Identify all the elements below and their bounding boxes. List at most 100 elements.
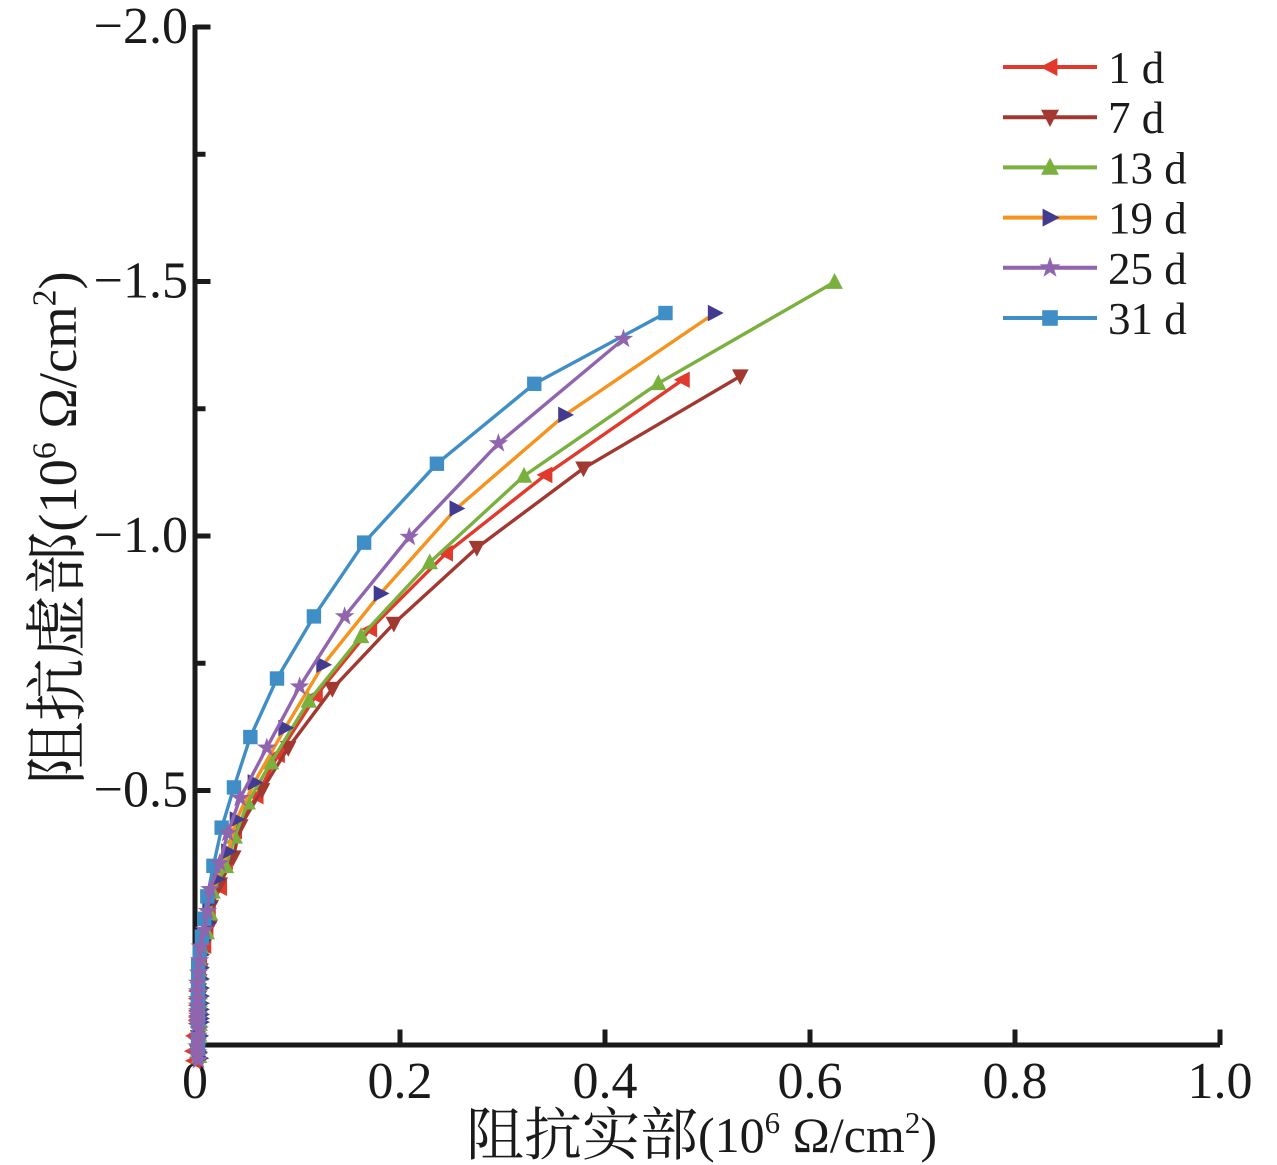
- series-line: [195, 337, 625, 1061]
- axis-label-text: 2: [905, 1105, 921, 1140]
- marker-star: [187, 981, 208, 1000]
- marker-star: [289, 676, 310, 695]
- marker-star: [188, 1025, 208, 1045]
- marker-star: [399, 526, 419, 546]
- marker-triangle-right: [278, 719, 295, 737]
- x-tick-labels: 0 0.2 0.4 0.6 0.8 1.0: [182, 1053, 1253, 1110]
- marker-triangle-up: [262, 753, 280, 770]
- marker-star: [187, 1001, 208, 1020]
- x-tick-label: 0.2: [368, 1053, 433, 1110]
- x-tick-label: 0.6: [778, 1053, 843, 1110]
- legend-label: 1 d: [1108, 43, 1164, 93]
- marker-star: [189, 1019, 209, 1038]
- marker-triangle-left: [1040, 58, 1058, 76]
- marker-star: [190, 950, 210, 969]
- cjk-glyph: [26, 660, 84, 720]
- marker-square: [658, 305, 673, 321]
- y-axis-title: (106 Ω/cm2): [25, 271, 88, 780]
- cjk-glyph: [25, 533, 84, 592]
- marker-star: [1039, 256, 1061, 277]
- series-13d: [189, 273, 843, 1064]
- marker-star: [194, 919, 215, 939]
- marker-square: [226, 780, 242, 795]
- y-tick-label: −1.5: [94, 253, 188, 310]
- marker-star: [488, 433, 509, 452]
- x-tick-label: 1.0: [1188, 1053, 1253, 1110]
- marker-star: [188, 962, 209, 981]
- marker-triangle-right: [373, 585, 390, 602]
- marker-star: [210, 853, 230, 872]
- marker-star: [197, 900, 218, 920]
- axis-label-text: Ω/cm: [780, 1107, 905, 1163]
- x-tick-label: 0.8: [983, 1053, 1048, 1110]
- axis-label-text: (10: [27, 459, 88, 532]
- marker-star: [190, 936, 211, 955]
- axes: [192, 24, 1223, 1048]
- cjk-glyph: [471, 1107, 523, 1160]
- marker-triangle-down: [468, 540, 486, 557]
- marker-star: [257, 737, 277, 756]
- marker-triangle-up: [515, 466, 533, 483]
- axis-label-text: 6: [765, 1105, 781, 1140]
- legend-item-1d: 1 d: [1003, 43, 1164, 93]
- marker-triangle-up: [421, 553, 439, 570]
- marker-triangle-up: [650, 374, 667, 391]
- marker-square: [269, 671, 285, 686]
- marker-triangle-down: [324, 681, 341, 698]
- marker-star: [187, 1036, 207, 1055]
- marker-triangle-left: [536, 466, 553, 484]
- y-tick-label: −1.0: [94, 507, 188, 564]
- marker-triangle-right: [1042, 208, 1060, 227]
- marker-triangle-right: [558, 406, 575, 424]
- marker-triangle-up: [826, 273, 843, 289]
- legend-label: 7 d: [1108, 93, 1164, 143]
- marker-square: [306, 609, 322, 624]
- axis-label-text: Ω/cm: [27, 306, 88, 442]
- marker-star: [613, 328, 634, 348]
- marker-triangle-left: [437, 545, 453, 562]
- series-line: [195, 374, 742, 1058]
- cjk-glyph: [26, 597, 84, 656]
- legend-label: 25 d: [1108, 244, 1187, 294]
- axis-label-text: 6: [26, 442, 63, 459]
- marker-triangle-down: [1041, 109, 1059, 127]
- x-axis-title: (10 6 Ω/cm 2): [471, 1105, 937, 1163]
- marker-star: [218, 823, 238, 842]
- y-tick-labels: −0.5 −1.0 −1.5 −2.0: [94, 0, 188, 819]
- marker-triangle-right: [449, 500, 466, 517]
- series-31d: [190, 305, 673, 1056]
- marker-star: [230, 787, 250, 807]
- marker-square: [243, 729, 258, 745]
- axis-label-text: ): [27, 271, 88, 289]
- series-line: [196, 311, 667, 1049]
- axis-label-text: 2: [26, 289, 63, 306]
- cjk-glyph: [584, 1106, 638, 1160]
- marker-triangle-right: [316, 656, 333, 674]
- marker-star: [334, 606, 355, 625]
- marker-star: [187, 989, 208, 1008]
- marker-square: [429, 456, 445, 471]
- marker-triangle-up: [1041, 157, 1059, 175]
- marker-triangle-left: [673, 371, 690, 389]
- cjk-glyph: [525, 1106, 580, 1160]
- cjk-glyph: [27, 722, 84, 780]
- axis-label-text: (10: [698, 1107, 765, 1163]
- marker-square: [527, 376, 542, 392]
- marker-triangle-up: [352, 627, 370, 644]
- legend: 1 d7 d13 d19 d25 d31 d: [1003, 43, 1187, 344]
- marker-triangle-down: [385, 616, 403, 633]
- x-tick-label: 0.4: [573, 1053, 638, 1110]
- marker-star: [200, 879, 220, 898]
- marker-triangle-down: [575, 461, 592, 478]
- legend-item-19d: 19 d: [1003, 194, 1187, 244]
- marker-star: [187, 972, 208, 992]
- marker-star: [187, 995, 208, 1015]
- legend-item-7d: 7 d: [1003, 93, 1164, 143]
- legend-item-13d: 13 d: [1003, 143, 1187, 193]
- legend-label: 31 d: [1108, 294, 1187, 344]
- cjk-glyph: [642, 1106, 697, 1160]
- marker-triangle-right: [707, 304, 724, 322]
- legend-item-25d: 25 d: [1003, 244, 1187, 294]
